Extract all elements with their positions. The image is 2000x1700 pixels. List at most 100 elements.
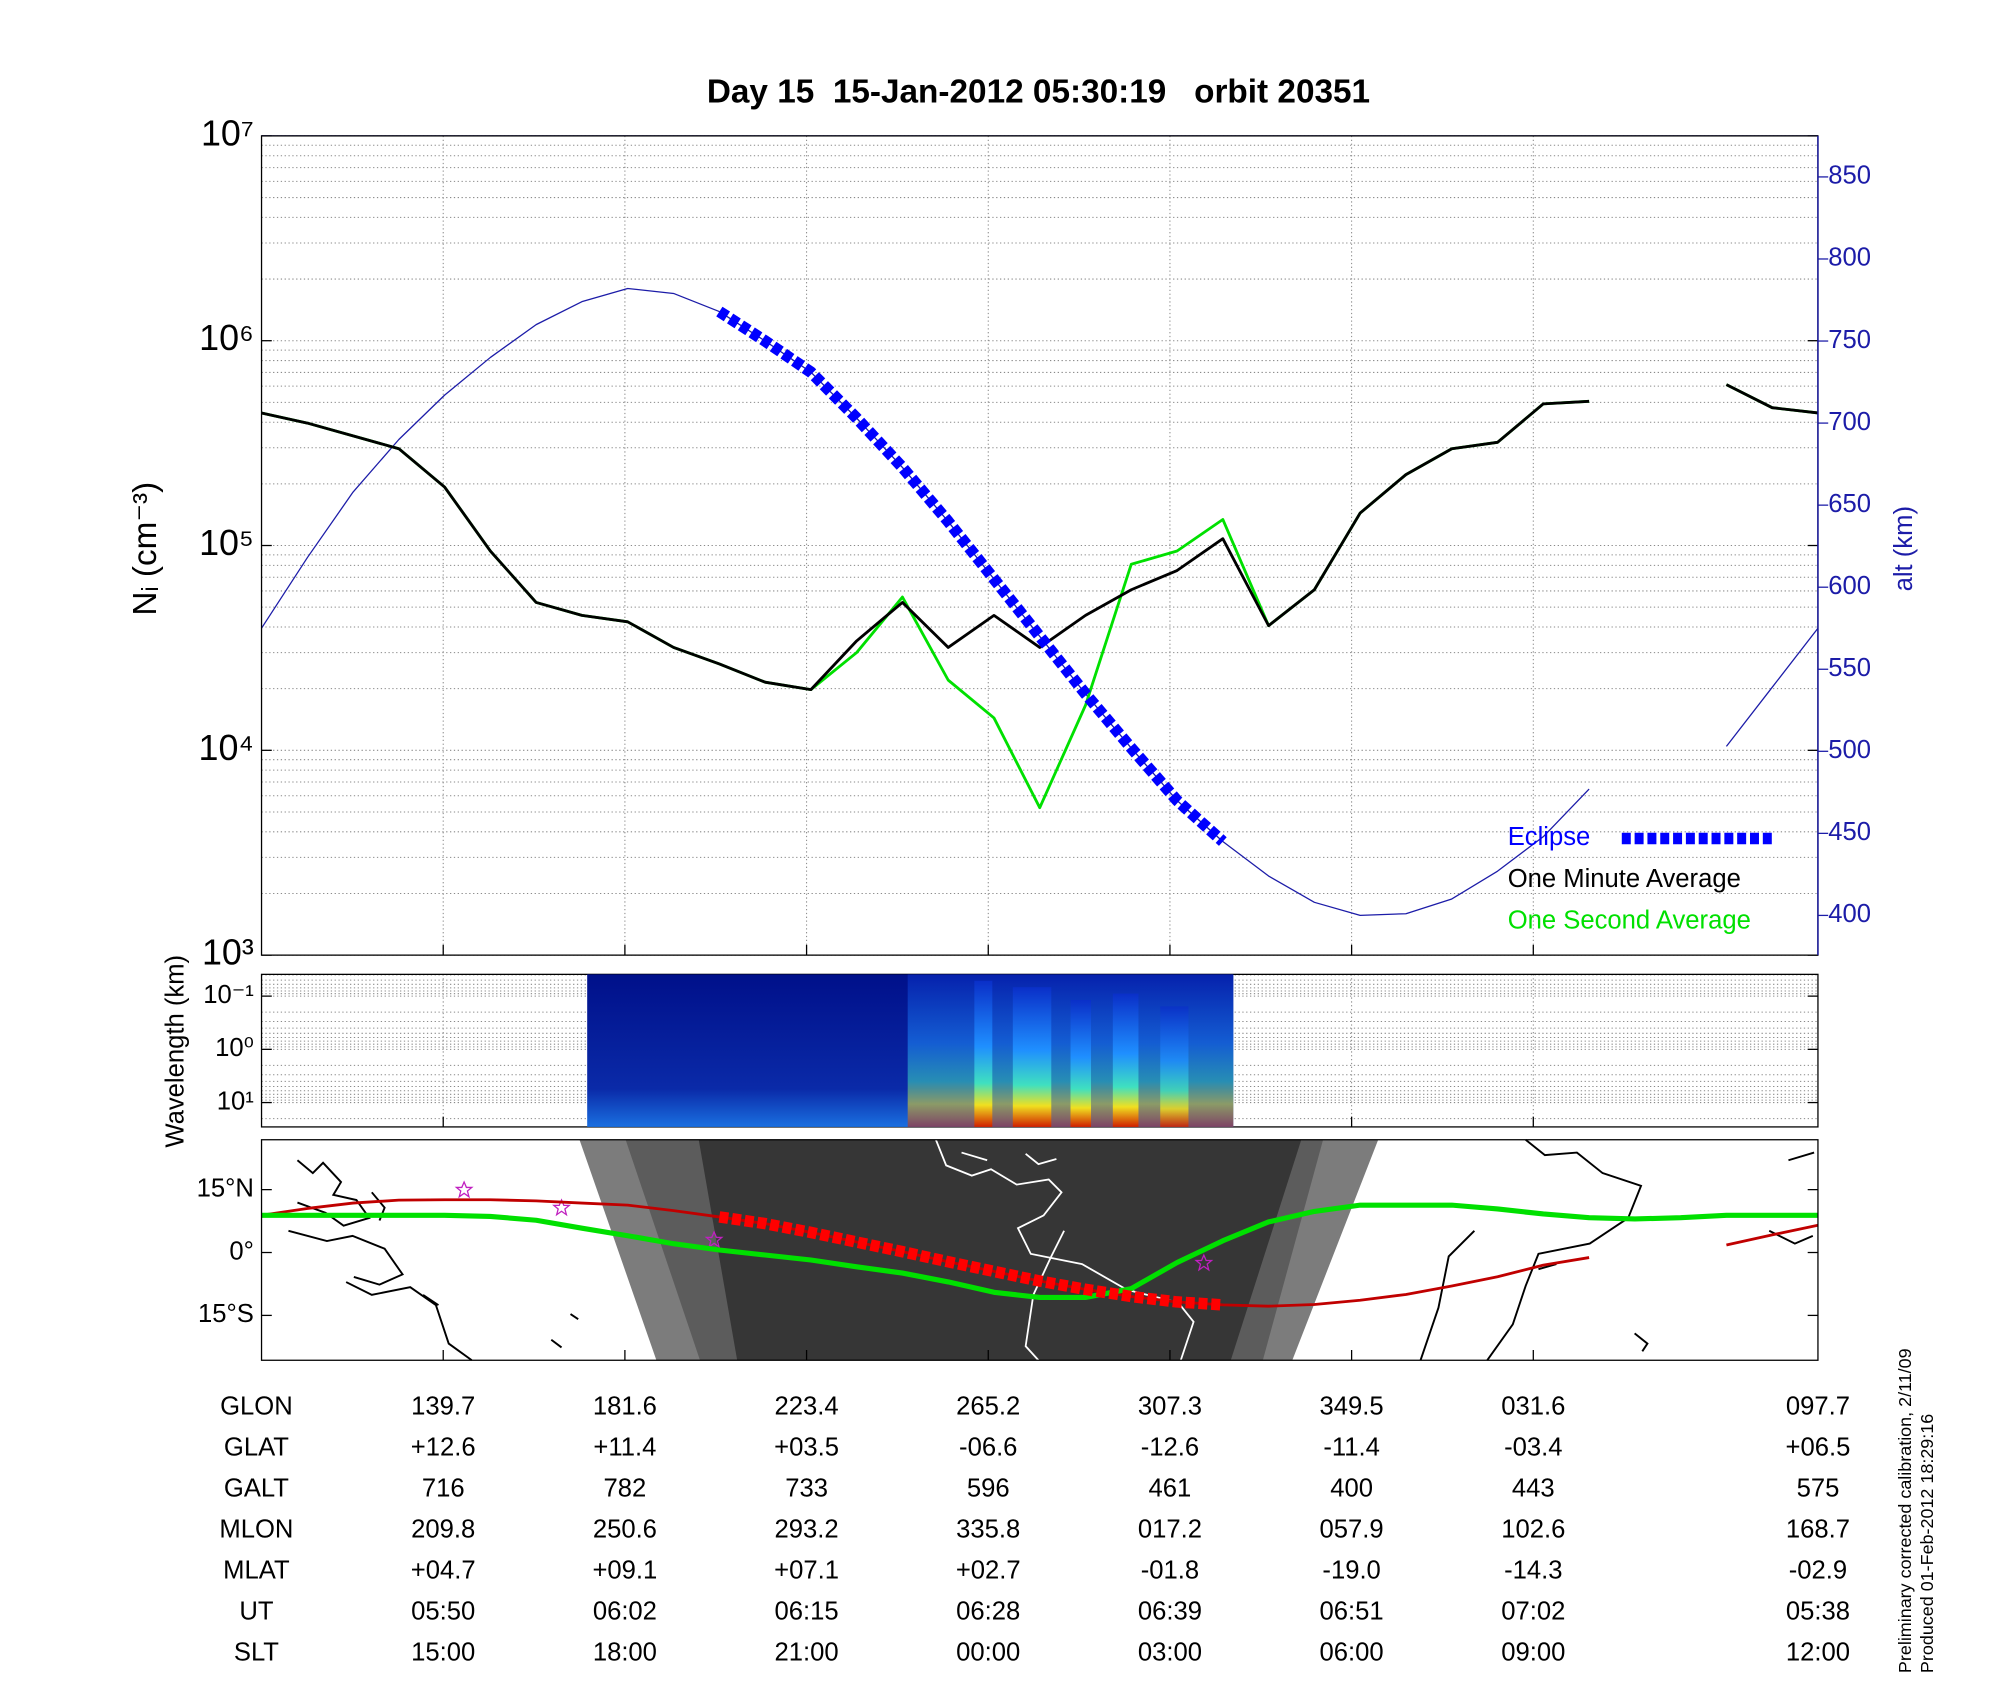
table-cell: 15:00 [411,1639,475,1667]
series-line [261,383,1819,810]
y-tick-label: 10¹ [217,1087,254,1115]
table-cell: 05:38 [1786,1598,1850,1626]
y2-tick-label: 400 [1828,900,1871,928]
table-cell: +04.7 [411,1557,476,1585]
table-cell: 09:00 [1501,1639,1565,1667]
spectrogram-image [587,974,1234,1127]
table-cell: 00:00 [956,1639,1020,1667]
table-cell: 03:00 [1138,1639,1202,1667]
y2-tick-label: 750 [1828,326,1871,354]
table-cell: 05:50 [411,1598,475,1626]
table-cell: +06.5 [1786,1433,1851,1461]
plot-frame [260,1139,1819,1361]
y2-tick-label: 700 [1828,408,1871,436]
row-label: MLON [219,1516,293,1544]
y-tick-label: 15°S [198,1300,254,1328]
table-cell: 06:39 [1138,1598,1202,1626]
table-cell: -11.4 [1323,1433,1380,1461]
legend-label: One Second Average [1508,907,1751,935]
table-cell: 057.9 [1320,1516,1384,1544]
table-cell: 443 [1512,1475,1555,1503]
table-cell: -14.3 [1504,1557,1562,1585]
table-cell: 596 [967,1475,1010,1503]
table-cell: 733 [785,1475,828,1503]
table-cell: 06:28 [956,1598,1020,1626]
table-cell: 06:02 [593,1598,657,1626]
table-cell: -12.6 [1141,1433,1199,1461]
table-cell: 209.8 [411,1516,475,1544]
row-label: MLAT [223,1557,290,1585]
table-cell: 223.4 [775,1392,839,1420]
table-cell: +09.1 [592,1557,657,1585]
footnote: Produced 01-Feb-2012 18:29:16 [1917,1414,1937,1673]
y2-tick-label: 450 [1828,818,1871,846]
table-cell: 307.3 [1138,1392,1202,1420]
table-cell: 18:00 [593,1639,657,1667]
y-tick-label: 10⁶ [199,318,254,358]
y2-tick-label: 600 [1828,572,1871,600]
table-cell: 335.8 [956,1516,1020,1544]
footnote: Preliminary corrected calibration, 2/11/… [1895,1348,1915,1673]
table-cell: 097.7 [1786,1392,1850,1420]
table-cell: 293.2 [775,1516,839,1544]
row-label: GLON [220,1392,293,1420]
table-cell: 250.6 [593,1516,657,1544]
table-cell: 265.2 [956,1392,1020,1420]
table-cell: 102.6 [1501,1516,1565,1544]
series-line [261,1202,1818,1300]
y2-tick-label: 650 [1828,490,1871,518]
table-cell: 461 [1149,1475,1192,1503]
table-cell: 12:00 [1786,1639,1850,1667]
row-label: SLT [234,1639,279,1667]
y-tick-label: 10⁰ [215,1034,254,1062]
y-tick-label: 10⁷ [201,113,254,153]
table-cell: 139.7 [411,1392,475,1420]
table-cell: 349.5 [1320,1392,1384,1420]
table-cell: +02.7 [956,1557,1021,1585]
y-tick-label: 10⁴ [199,728,254,768]
y-axis-label: Wavelength (km) [162,955,190,1148]
table-cell: 181.6 [593,1392,657,1420]
table-cell: 716 [422,1475,465,1503]
table-cell: -02.9 [1789,1557,1847,1585]
table-cell: -19.0 [1322,1557,1380,1585]
table-cell: 400 [1330,1475,1373,1503]
table-cell: +03.5 [774,1433,839,1461]
table-cell: 06:00 [1320,1639,1384,1667]
legend-label: One Minute Average [1508,865,1741,893]
table-cell: 575 [1797,1475,1840,1503]
y2-tick-label: 500 [1828,736,1871,764]
series-line [716,306,1227,846]
table-cell: 21:00 [775,1639,839,1667]
y-tick-label: 10³ [202,933,254,973]
y-tick-label: 15°N [197,1174,254,1202]
series-line [261,287,1819,917]
table-cell: 017.2 [1138,1516,1202,1544]
y-tick-label: 10⁻¹ [203,981,254,1009]
y2-tick-label: 800 [1828,244,1871,272]
series-line [718,1211,1224,1311]
table-cell: 031.6 [1501,1392,1565,1420]
y-axis-label: Nᵢ (cm⁻³) [127,482,164,616]
table-cell: -01.8 [1141,1557,1199,1585]
table-cell: 07:02 [1501,1598,1565,1626]
table-cell: +07.1 [774,1557,839,1585]
y2-tick-label: 850 [1828,162,1871,190]
table-cell: -03.4 [1504,1433,1562,1461]
series-line [261,383,1819,692]
chart-title: Day 15 15-Jan-2012 05:30:19 orbit 20351 [707,73,1370,110]
row-label: UT [239,1598,274,1626]
row-label: GLAT [224,1433,289,1461]
y2-axis-label: alt (km) [1890,506,1918,591]
table-cell: +11.4 [593,1433,656,1461]
table-cell: 168.7 [1786,1516,1850,1544]
row-label: GALT [224,1475,289,1503]
y-tick-label: 10⁵ [199,523,254,563]
table-cell: 06:15 [775,1598,839,1626]
y2-tick-label: 550 [1828,654,1871,682]
table-cell: 06:51 [1320,1598,1384,1626]
table-cell: -06.6 [959,1433,1017,1461]
table-cell: +12.6 [411,1433,476,1461]
